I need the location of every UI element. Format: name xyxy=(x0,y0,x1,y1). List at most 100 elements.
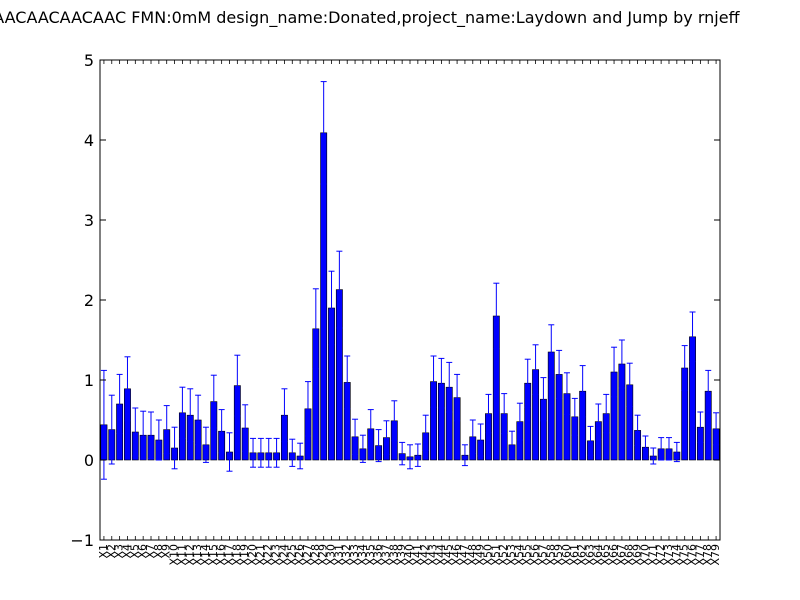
errorbar-X55 xyxy=(524,358,531,408)
x-tick-label: X33 xyxy=(348,544,361,566)
x-tick-label: X71 xyxy=(646,544,659,566)
errorbar-X68 xyxy=(626,362,633,407)
errorbar-X27 xyxy=(304,381,311,437)
x-tick-label: X79 xyxy=(709,544,722,566)
errorbar-X54 xyxy=(516,402,523,441)
x-tick-label: X73 xyxy=(662,544,675,566)
x-tick-label: X2 xyxy=(105,544,118,559)
errorbar-X2 xyxy=(108,394,115,465)
y-tick-label: 3 xyxy=(84,211,94,230)
y-tick-label: 5 xyxy=(84,51,94,70)
x-tick-label: X63 xyxy=(584,544,597,566)
errorbar-X70 xyxy=(642,435,649,459)
x-tick-label: X35 xyxy=(364,544,377,566)
x-tick-label: X27 xyxy=(301,544,314,566)
errorbar-X6 xyxy=(140,410,147,460)
errorbar-X29 xyxy=(320,81,327,185)
errorbar-X51 xyxy=(493,282,500,350)
errorbar-X63 xyxy=(587,425,594,456)
x-tick-label: X8 xyxy=(152,544,165,559)
x-tick-label: X41 xyxy=(411,544,424,566)
x-tick-label: X59 xyxy=(552,544,565,566)
errorbar-X69 xyxy=(634,414,641,447)
x-tick-label: X26 xyxy=(293,544,306,566)
errorbar-X28 xyxy=(312,288,319,370)
errorbar-X48 xyxy=(469,419,476,455)
errorbar-X1 xyxy=(100,369,107,480)
x-tick-label: X18 xyxy=(230,544,243,566)
errorbar-X40 xyxy=(407,444,413,470)
x-tick-label: X36 xyxy=(372,544,385,566)
x-tick-label: X77 xyxy=(693,544,706,566)
x-tick-label: X43 xyxy=(427,544,440,566)
errorbar-X49 xyxy=(477,423,484,457)
errorbar-X76 xyxy=(689,311,696,363)
errorbar-X44 xyxy=(438,357,445,409)
x-tick-label: X69 xyxy=(631,544,644,566)
x-tick-label: X74 xyxy=(670,544,683,566)
x-tick-label: X29 xyxy=(317,544,330,566)
errorbar-X53 xyxy=(509,430,516,459)
x-tick-label: X14 xyxy=(199,544,212,566)
x-tick-label: X37 xyxy=(379,544,392,566)
x-tick-label: X19 xyxy=(238,544,251,566)
x-tick-label: X5 xyxy=(128,544,141,559)
x-tick-label: X11 xyxy=(175,544,188,566)
x-tick-label: X34 xyxy=(356,544,369,566)
errorbar-X67 xyxy=(618,339,625,389)
errorbar-X60 xyxy=(563,372,570,415)
y-tick-label: 0 xyxy=(84,451,94,470)
errorbar-X13 xyxy=(195,394,202,446)
x-tick-label: X53 xyxy=(505,544,518,566)
errorbar-X34 xyxy=(359,434,366,463)
errorbar-X65 xyxy=(603,393,610,434)
errorbar-X32 xyxy=(344,355,351,410)
x-tick-label: X7 xyxy=(144,544,157,559)
x-tick-label: X54 xyxy=(513,544,526,566)
x-tick-label: X21 xyxy=(254,544,267,566)
errorbar-X3 xyxy=(116,373,123,435)
errorbar-X47 xyxy=(461,444,468,467)
x-tick-label: X66 xyxy=(607,544,620,566)
x-tick-label: X68 xyxy=(623,544,636,566)
y-axis: −1 0 1 2 3 4 5 xyxy=(70,51,720,550)
errorbar-X35 xyxy=(367,409,374,449)
errorbar-X56 xyxy=(532,344,539,395)
x-tick-label: X32 xyxy=(340,544,353,566)
x-tick-label: X47 xyxy=(458,544,471,566)
errorbar-X62 xyxy=(579,365,586,418)
x-tick-label: X76 xyxy=(686,544,699,566)
x-tick-label: X28 xyxy=(309,544,322,566)
errorbar-X22 xyxy=(265,437,272,468)
x-tick-label: X55 xyxy=(521,544,534,566)
x-tick-label: X1 xyxy=(97,544,110,559)
x-tick-label: X24 xyxy=(277,544,290,566)
errorbar-X37 xyxy=(383,420,390,455)
x-tick-label: X70 xyxy=(638,544,651,566)
x-tick-label: X75 xyxy=(678,544,691,566)
x-tick-label: X65 xyxy=(599,544,612,566)
errorbar-X19 xyxy=(242,404,249,452)
errorbar-X42 xyxy=(422,414,429,451)
x-tick-label: X50 xyxy=(481,544,494,566)
y-tick-label: 4 xyxy=(84,131,94,150)
x-tick-label: X25 xyxy=(285,544,298,566)
x-tick-label: X39 xyxy=(395,544,408,566)
errorbar-X21 xyxy=(257,437,264,468)
x-tick-label: X57 xyxy=(536,544,549,566)
errorbar-X9 xyxy=(163,405,170,455)
x-tick-label: X6 xyxy=(136,544,149,559)
errorbar-X31 xyxy=(336,250,343,329)
errorbar-X72 xyxy=(658,437,665,461)
errorbar-X14 xyxy=(202,426,209,463)
errorbar-X5 xyxy=(132,407,139,457)
errorbar-X64 xyxy=(595,403,602,440)
errorbar-X75 xyxy=(681,345,688,391)
errorbar-X26 xyxy=(297,442,304,470)
x-tick-label: X31 xyxy=(332,544,345,566)
x-tick-label: X30 xyxy=(325,544,338,566)
errorbar-X45 xyxy=(446,361,453,413)
x-tick-label: X45 xyxy=(442,544,455,566)
errorbar-X77 xyxy=(697,411,704,443)
